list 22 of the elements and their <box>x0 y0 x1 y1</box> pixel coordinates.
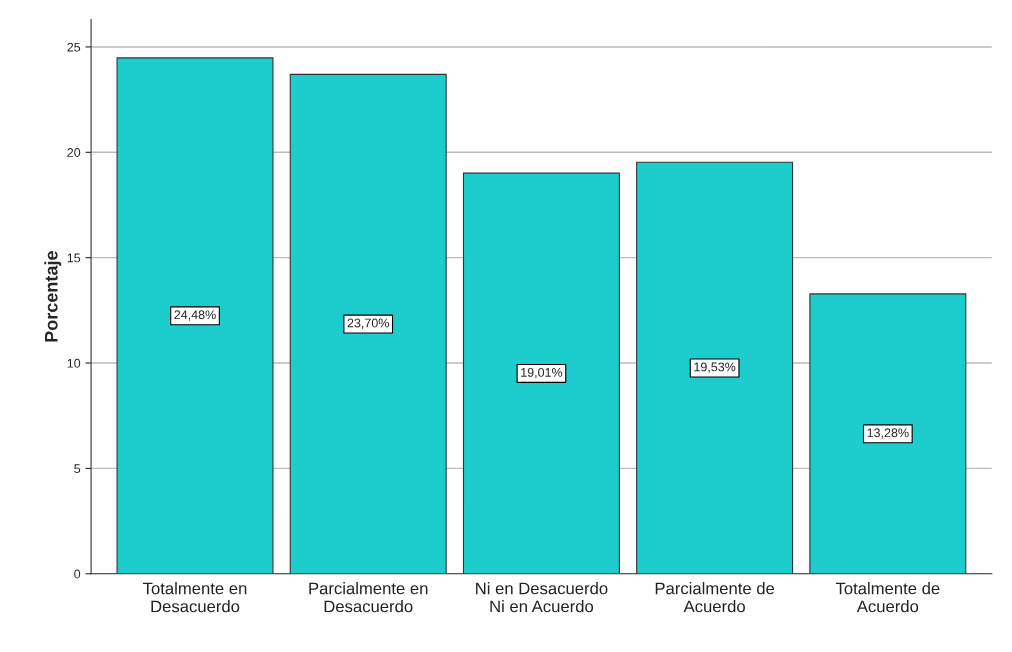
bar <box>116 57 274 574</box>
x-tick-label: Ni en Desacuerdo Ni en Acuerdo <box>476 582 608 613</box>
y-tick-label: 25 <box>67 42 81 52</box>
x-tick-label: Totalmente en Desacuerdo <box>143 582 247 613</box>
y-tick-label: 0 <box>74 569 81 579</box>
x-tick-label: Totalmente de Acuerdo <box>835 582 940 613</box>
bar <box>289 73 447 574</box>
bar <box>636 161 794 574</box>
bar <box>462 172 620 574</box>
x-tick-label: Parcialmente de Acuerdo <box>655 582 775 613</box>
bar <box>809 293 967 574</box>
y-axis-title: Porcentaje <box>44 251 62 342</box>
data-label: 13,28% <box>867 428 909 439</box>
x-tick-label: Parcialmente en Desacuerdo <box>309 582 428 613</box>
data-label: 23,70% <box>347 318 389 329</box>
y-tick-label: 5 <box>74 464 81 474</box>
y-tick-label: 10 <box>67 358 81 368</box>
data-label: 19,53% <box>694 362 736 373</box>
y-tick-label: 15 <box>67 253 81 263</box>
data-label: 19,01% <box>521 367 563 379</box>
y-tick-label: 20 <box>67 148 81 157</box>
data-label: 24,48% <box>174 310 216 321</box>
